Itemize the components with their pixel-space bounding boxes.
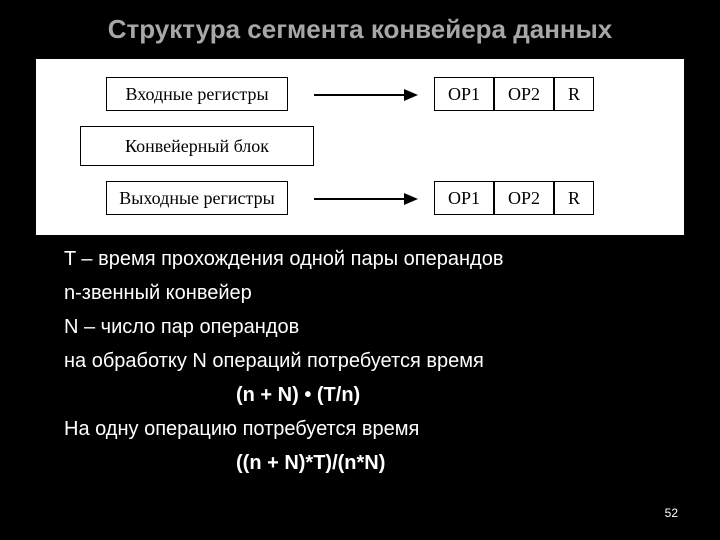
box-input-registers: Входные регистры bbox=[106, 77, 288, 111]
arrow-head-icon bbox=[404, 89, 418, 101]
text-line-5: На одну операцию потребуется время bbox=[64, 419, 680, 440]
text-line-4: на обработку N операций потребуется врем… bbox=[64, 351, 680, 372]
box-top-op1: OP1 bbox=[434, 77, 494, 111]
arrow-line bbox=[314, 198, 404, 200]
box-bot-op1: OP1 bbox=[434, 181, 494, 215]
box-bot-r: R bbox=[554, 181, 594, 215]
body-text: T – время прохождения одной пары операнд… bbox=[64, 249, 680, 474]
box-bot-op2: OP2 bbox=[494, 181, 554, 215]
box-pipeline-unit: Конвейерный блок bbox=[80, 126, 314, 166]
formula-2: ((n + N)*T)/(n*N) bbox=[236, 453, 680, 474]
text-line-2: n-звенный конвейер bbox=[64, 283, 680, 304]
box-output-registers: Выходные регистры bbox=[106, 181, 288, 215]
text-line-1: T – время прохождения одной пары операнд… bbox=[64, 249, 680, 270]
text-line-3: N – число пар операндов bbox=[64, 317, 680, 338]
page-number: 52 bbox=[665, 506, 678, 520]
arrow-head-icon bbox=[404, 193, 418, 205]
arrow-line bbox=[314, 94, 404, 96]
box-top-r: R bbox=[554, 77, 594, 111]
pipeline-diagram: Входные регистры Конвейерный блок Выходн… bbox=[36, 59, 684, 235]
box-top-op2: OP2 bbox=[494, 77, 554, 111]
formula-1: (n + N) • (T/n) bbox=[236, 385, 680, 406]
slide-title: Структура сегмента конвейера данных bbox=[0, 0, 720, 45]
